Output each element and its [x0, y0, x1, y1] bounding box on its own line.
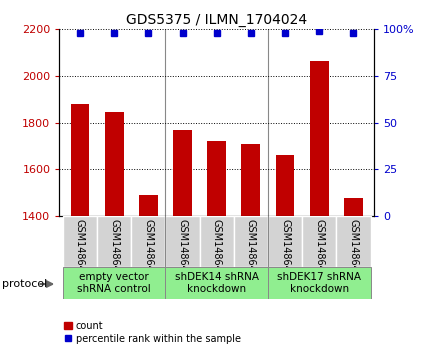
Bar [234, 216, 268, 267]
Bar [105, 112, 124, 216]
Bar [200, 216, 234, 267]
Bar [97, 216, 131, 267]
Bar [165, 216, 200, 267]
Bar [139, 195, 158, 216]
Text: GSM1486446: GSM1486446 [280, 219, 290, 284]
Bar [63, 216, 97, 267]
Bar [268, 216, 302, 267]
Text: GSM1486444: GSM1486444 [212, 219, 222, 284]
Text: GSM1486447: GSM1486447 [314, 219, 324, 284]
Text: empty vector
shRNA control: empty vector shRNA control [77, 272, 151, 294]
Bar [344, 199, 363, 216]
Text: GSM1486445: GSM1486445 [246, 219, 256, 284]
Bar [173, 130, 192, 216]
Title: GDS5375 / ILMN_1704024: GDS5375 / ILMN_1704024 [126, 13, 307, 26]
Text: shDEK14 shRNA
knockdown: shDEK14 shRNA knockdown [175, 272, 259, 294]
Bar [131, 216, 165, 267]
Bar [242, 143, 260, 216]
Text: GSM1486448: GSM1486448 [348, 219, 359, 284]
Bar [302, 216, 337, 267]
Text: GSM1486442: GSM1486442 [143, 219, 153, 284]
Bar [207, 141, 226, 216]
Text: GSM1486443: GSM1486443 [177, 219, 187, 284]
Text: GSM1486441: GSM1486441 [109, 219, 119, 284]
Text: GSM1486440: GSM1486440 [75, 219, 85, 284]
Bar [268, 267, 370, 299]
Bar [310, 61, 329, 216]
Bar [165, 267, 268, 299]
Bar [63, 267, 165, 299]
Text: protocol: protocol [2, 279, 48, 289]
Text: shDEK17 shRNA
knockdown: shDEK17 shRNA knockdown [277, 272, 361, 294]
Legend: count, percentile rank within the sample: count, percentile rank within the sample [64, 321, 241, 344]
Bar [276, 155, 294, 216]
Bar [337, 216, 370, 267]
Bar [70, 104, 89, 216]
